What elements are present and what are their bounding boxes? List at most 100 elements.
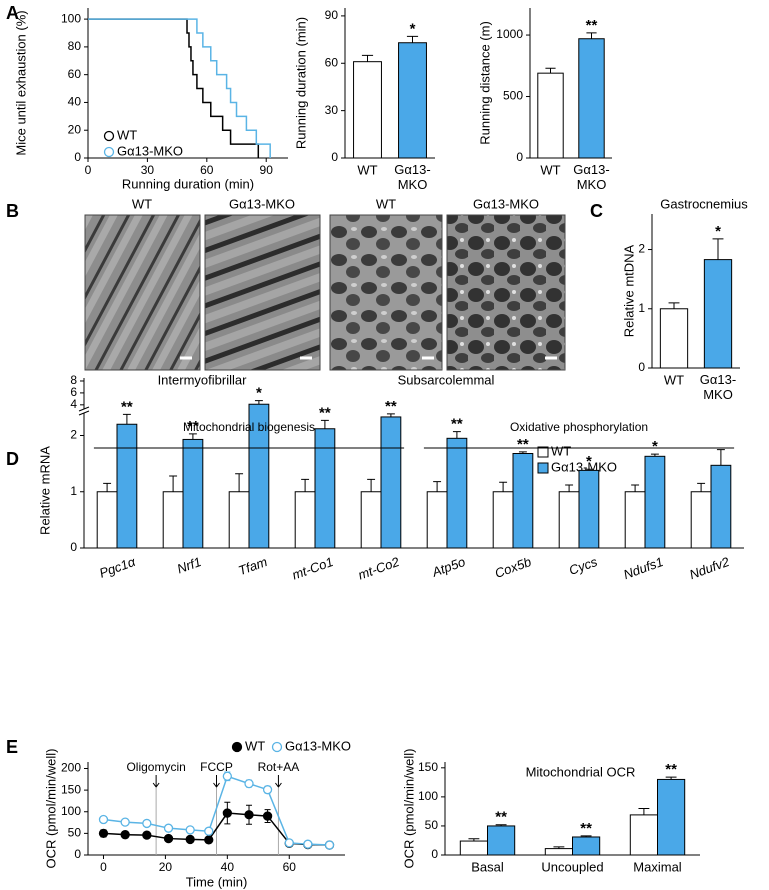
y-tick-label: 40: [68, 95, 82, 109]
bar: [690, 491, 712, 549]
y-tick-label: 0: [331, 150, 338, 164]
error-bar: [553, 846, 565, 849]
x-tick-label: WT: [540, 162, 560, 177]
point: [142, 830, 152, 840]
point: [142, 818, 152, 829]
significance: *: [586, 453, 592, 470]
y-tick-label: 50: [68, 826, 82, 840]
y-tick-label: 0: [70, 540, 77, 554]
error-bar: [565, 484, 574, 492]
chart-title: Mitochondrial OCR: [526, 764, 636, 779]
x-tick-label: Tfam: [236, 554, 269, 578]
bar: [398, 42, 427, 159]
micrograph: [446, 214, 566, 371]
error-bar: [122, 413, 131, 425]
image-title: WT: [132, 196, 152, 211]
error-bar: [584, 468, 593, 471]
y-tick-label: 0: [74, 150, 81, 164]
bar: [487, 825, 516, 856]
y-tick-label: 60: [68, 67, 82, 81]
error-bar: [712, 238, 724, 260]
significance: *: [715, 223, 721, 240]
point: [262, 785, 273, 795]
bar: [558, 491, 580, 549]
error-bar: [650, 453, 659, 457]
significance: **: [586, 17, 598, 34]
error-bar: [586, 32, 597, 39]
y-tick-label: 6: [70, 385, 77, 399]
error-bar: [103, 482, 112, 492]
y-tick-label: 60: [325, 55, 339, 69]
point: [222, 808, 232, 818]
error-bar: [235, 473, 244, 492]
significance: **: [319, 404, 331, 421]
panel-label: E: [6, 737, 18, 757]
bar: [644, 455, 666, 549]
y-tick-label: 20: [68, 122, 82, 136]
error-bar: [361, 54, 374, 62]
bar: [459, 840, 488, 856]
x-tick-label: Uncoupled: [541, 859, 603, 874]
bar: [353, 61, 382, 159]
bar: [710, 464, 732, 549]
bar: [116, 423, 138, 549]
y-axis-label: Running distance (m): [477, 21, 492, 145]
annotation-arrow: [152, 775, 160, 788]
significance: **: [580, 820, 592, 837]
x-tick-label: 40: [221, 860, 235, 874]
legend-marker: [271, 741, 283, 753]
error-bar: [545, 67, 556, 74]
y-tick-label: 8: [70, 373, 77, 387]
legend-swatch: [537, 446, 549, 458]
bar: [446, 437, 468, 549]
annotation: FCCP: [200, 760, 233, 774]
x-axis-label: Running duration (min): [122, 176, 254, 191]
group-label: Mitochondrial biogenesis: [183, 420, 315, 434]
x-tick-label: Atp5o: [429, 554, 467, 580]
x-tick-label: 60: [200, 163, 214, 177]
bar: [96, 491, 118, 549]
y-tick-label: 100: [61, 804, 81, 818]
y-tick-label: 1000: [496, 27, 523, 41]
x-tick-label: 90: [260, 163, 274, 177]
significance: **: [517, 436, 529, 453]
error-bar: [697, 482, 706, 492]
error-bar: [188, 433, 197, 440]
legend-label: WT: [245, 738, 265, 753]
bar: [360, 491, 382, 549]
point: [324, 840, 335, 850]
annotation-arrow: [213, 775, 220, 788]
bar: [629, 814, 658, 856]
point: [244, 810, 254, 820]
error-bar: [452, 431, 461, 439]
y-axis-label: Mice until exhaustion (%): [13, 10, 28, 155]
error-bar: [468, 838, 480, 842]
x-tick-label: mt-Co1: [290, 554, 335, 583]
x-axis-label: Time (min): [186, 874, 248, 889]
significance: **: [665, 761, 677, 778]
y-tick-label: 0: [431, 847, 438, 861]
y-axis-label: Relative mRNA: [37, 446, 52, 535]
y-tick-label: 500: [503, 89, 523, 103]
x-tick-label: 20: [159, 860, 173, 874]
image-title: Gα13-MKO: [473, 196, 539, 211]
x-tick-label: mt-Co2: [356, 554, 402, 583]
error-bar: [169, 475, 178, 492]
y-tick-label: 0: [516, 150, 523, 164]
significance: *: [410, 20, 416, 37]
point: [244, 778, 254, 789]
legend-marker: [103, 130, 115, 142]
legend-marker: [103, 146, 115, 158]
x-tick-label: Cox5b: [493, 554, 533, 581]
point: [303, 839, 313, 849]
error-bar: [301, 478, 310, 492]
bar: [426, 491, 448, 549]
legend-swatch: [537, 462, 549, 474]
y-tick-label: 0: [74, 847, 81, 861]
micrograph: [204, 214, 321, 371]
point: [98, 814, 109, 825]
error-bar: [495, 824, 507, 826]
x-tick-label: Ndufs1: [621, 554, 665, 582]
